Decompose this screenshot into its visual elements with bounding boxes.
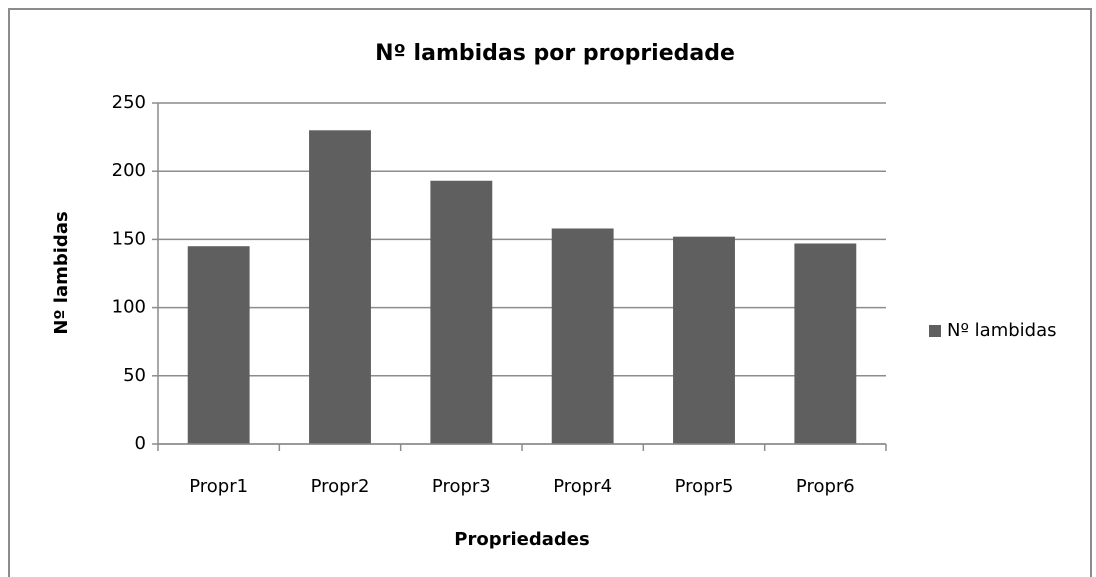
bar: [309, 130, 371, 444]
x-axis-label: Propriedades: [454, 529, 589, 550]
x-tick-label: Propr5: [675, 476, 734, 497]
y-tick-label: 150: [112, 228, 146, 249]
bar: [430, 180, 493, 445]
y-tick-label: 250: [112, 92, 146, 113]
chart-border: [8, 8, 1092, 577]
x-tick-label: Propr6: [796, 476, 855, 497]
x-tick-label: Propr4: [553, 476, 612, 497]
y-tick-label: 200: [112, 160, 146, 181]
legend-label: Nº lambidas: [947, 320, 1057, 341]
y-tick-label: 0: [135, 433, 146, 454]
bar: [551, 228, 614, 444]
y-tick-label: 100: [112, 297, 146, 318]
y-axis-label: Nº lambidas: [51, 211, 72, 334]
legend-swatch: [929, 325, 941, 337]
bar: [187, 246, 250, 444]
bar: [794, 243, 857, 444]
bar: [673, 236, 735, 444]
chart-title: Nº lambidas por propriedade: [375, 41, 735, 66]
x-tick-label: Propr1: [189, 476, 248, 497]
x-tick-label: Propr2: [311, 476, 370, 497]
x-tick-label: Propr3: [432, 476, 491, 497]
y-tick-label: 50: [123, 365, 146, 386]
